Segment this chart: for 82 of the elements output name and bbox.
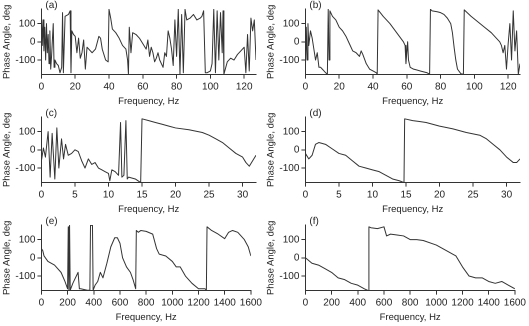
y-tick-label: 100 [18,126,36,138]
x-tick-label: 600 [112,297,129,308]
x-tick-label: 800 [402,297,419,308]
chart-title: (b) [309,0,322,11]
x-tick-label: 60 [137,81,149,92]
x-tick-label: 15 [400,189,412,200]
y-axis-title: Phase Angle, deg [265,220,276,296]
chart-title: (e) [45,216,58,227]
x-tick-label: 1200 [451,297,474,308]
x-tick-label: 1400 [214,297,236,308]
y-axis-title: Phase Angle, deg [1,220,12,296]
y-tick-label: 100 [282,234,300,246]
y-axis-title: Phase Angle, deg [1,112,12,188]
x-tick-label: 10 [102,189,114,200]
x-axis-title: Frequency, Hz [116,312,177,323]
x-tick-label: 100 [466,81,484,92]
x-tick-label: 1000 [161,297,184,308]
x-tick-label: 200 [323,297,340,308]
y-tick-label: 0 [30,36,36,48]
y-tick-label: 0 [30,252,36,264]
x-axis-title: Frequency, Hz [382,204,444,215]
y-tick-label: -100 [15,270,36,282]
y-tick-label: 100 [18,18,36,30]
x-tick-label: 80 [171,81,183,92]
x-tick-label: 15 [136,189,148,200]
x-tick-label: 0 [38,189,45,200]
y-tick-label: 100 [18,234,36,246]
x-tick-label: 0 [302,81,309,92]
y-tick-label: -100 [279,54,300,66]
x-tick-label: 120 [500,81,517,92]
x-tick-label: 0 [38,297,45,308]
y-tick-label: -100 [279,270,300,282]
x-tick-label: 20 [70,81,82,92]
y-axis-title: Phase Angle, deg [265,112,276,188]
x-tick-label: 0 [38,81,45,92]
x-tick-label: 5 [336,189,342,200]
y-tick-label: 100 [282,126,300,138]
x-tick-label: 1400 [478,297,500,308]
x-tick-label: 0 [302,297,309,308]
y-tick-label: -100 [15,54,36,66]
y-tick-label: 0 [30,144,36,156]
x-tick-label: 30 [237,189,249,200]
chart-title: (a) [45,0,58,11]
y-tick-label: 100 [282,18,300,30]
chart-title: (f) [309,216,319,227]
y-tick-label: -100 [279,162,300,174]
x-tick-label: 1200 [187,297,210,308]
x-tick-label: 30 [501,189,513,200]
x-tick-label: 40 [103,81,115,92]
x-tick-label: 80 [435,81,447,92]
x-tick-label: 1600 [504,297,526,308]
x-tick-label: 200 [59,297,76,308]
x-tick-label: 0 [302,189,309,200]
chart-title: (d) [309,108,322,119]
y-axis-title: Phase Angle, deg [265,4,276,80]
x-tick-label: 20 [434,189,446,200]
x-tick-label: 20 [334,81,346,92]
x-tick-label: 1000 [425,297,448,308]
x-tick-label: 25 [203,189,216,200]
x-tick-label: 1600 [240,297,262,308]
x-tick-label: 20 [170,189,182,200]
y-tick-label: 0 [294,144,300,156]
x-tick-label: 400 [85,297,103,308]
x-tick-label: 5 [72,189,78,200]
x-tick-label: 400 [349,297,367,308]
y-tick-label: 0 [294,252,300,264]
y-axis-title: Phase Angle, deg [1,4,12,80]
x-tick-label: 800 [138,297,155,308]
x-tick-label: 120 [236,81,253,92]
x-axis-title: Frequency, Hz [118,204,180,215]
x-axis-title: Frequency, Hz [382,96,444,107]
x-axis-title: Frequency, Hz [118,96,180,107]
chart-title: (c) [45,108,58,119]
x-tick-label: 600 [376,297,393,308]
y-tick-label: 0 [294,36,300,48]
x-tick-label: 40 [367,81,379,92]
x-tick-label: 100 [202,81,220,92]
x-tick-label: 25 [467,189,480,200]
y-tick-label: -100 [15,162,36,174]
x-axis-title: Frequency, Hz [380,312,441,323]
x-tick-label: 10 [366,189,378,200]
x-tick-label: 60 [401,81,413,92]
